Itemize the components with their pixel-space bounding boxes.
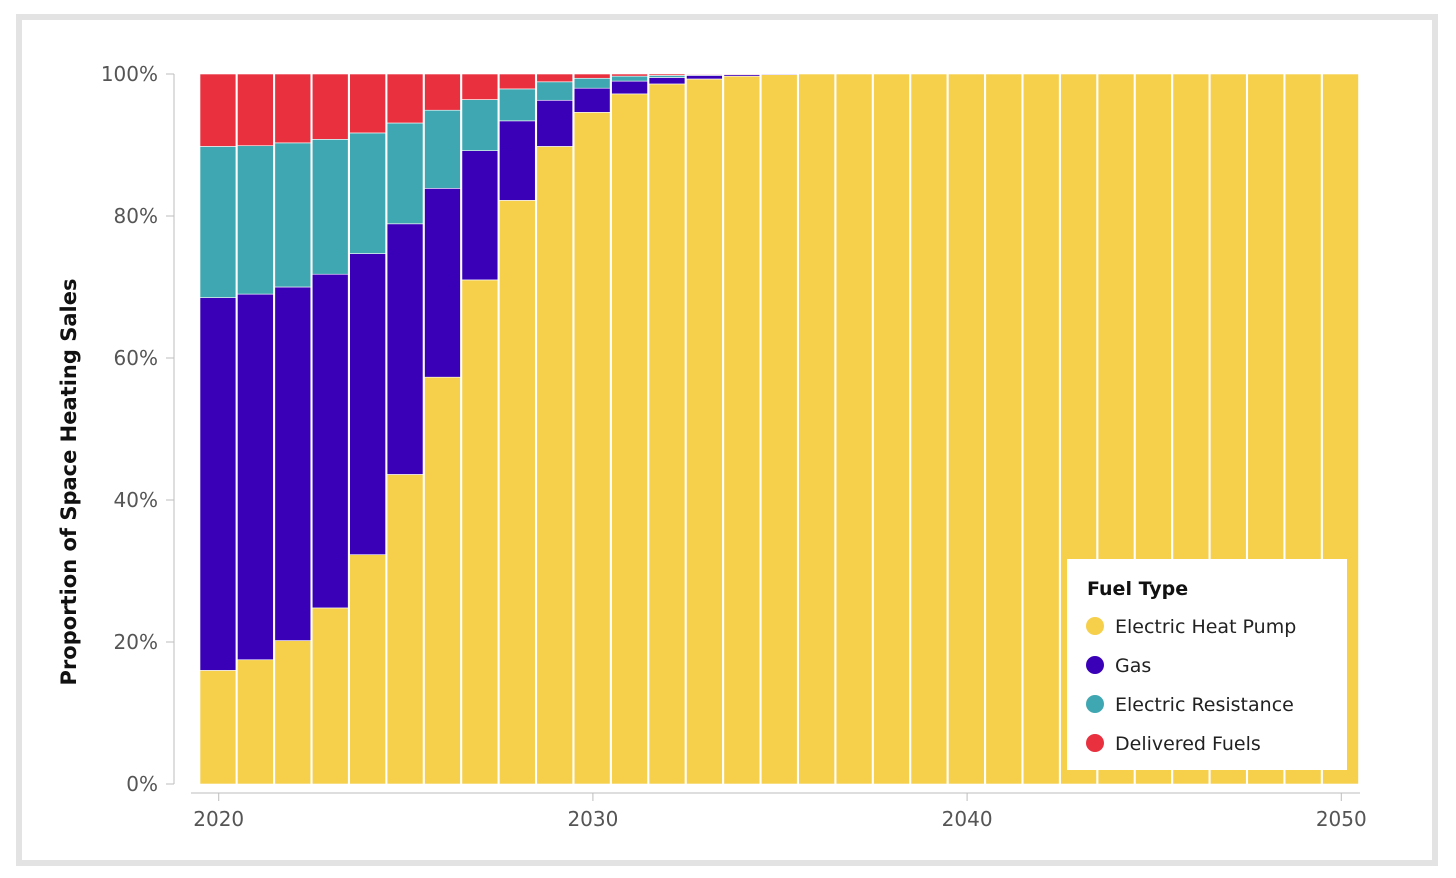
bar-segment-electric-heat-pump-2023 xyxy=(311,607,349,785)
x-tick-label: 2030 xyxy=(567,807,618,831)
bar-segment-electric-resistance-2027 xyxy=(461,99,499,151)
bar-segment-electric-resistance-2029 xyxy=(536,81,573,101)
bar-segment-electric-heat-pump-2033 xyxy=(686,78,723,785)
bar-segment-gas-2024 xyxy=(349,253,386,555)
x-tick-label: 2040 xyxy=(942,807,993,831)
bar-segment-electric-resistance-2022 xyxy=(274,142,312,288)
bar-segment-delivered-fuels-2028 xyxy=(499,73,536,90)
y-axis-ticks: 0% 20% 40% 60% 80% 100% xyxy=(101,62,174,796)
bar-segment-electric-heat-pump-2030 xyxy=(573,112,611,785)
y-tick-label: 0% xyxy=(126,772,158,796)
bar-segment-delivered-fuels-2029 xyxy=(536,73,573,83)
bar-segment-gas-2025 xyxy=(386,223,424,475)
x-tick-label: 2020 xyxy=(193,807,244,831)
x-tick-label: 2050 xyxy=(1316,807,1367,831)
bar-segment-delivered-fuels-2032 xyxy=(648,73,686,76)
bar-segment-delivered-fuels-2022 xyxy=(274,73,312,144)
y-tick-label: 40% xyxy=(114,488,158,512)
bar-segment-gas-2030 xyxy=(573,87,611,113)
bar-segment-delivered-fuels-2030 xyxy=(573,73,611,79)
legend-items: Electric Heat Pump Gas Electric Resistance… xyxy=(1086,616,1296,755)
bar-segment-gas-2022 xyxy=(274,286,312,641)
bar-segment-electric-heat-pump-2039 xyxy=(910,73,948,785)
bar-segment-electric-heat-pump-2036 xyxy=(798,73,835,785)
bar-segment-electric-heat-pump-2029 xyxy=(536,146,573,785)
bar-segment-electric-resistance-2032 xyxy=(648,75,686,78)
bar-segment-gas-2020 xyxy=(199,297,237,671)
y-tick-label: 20% xyxy=(114,630,158,654)
bar-segment-electric-heat-pump-2025 xyxy=(386,474,424,785)
legend-swatch-delivered-fuels xyxy=(1086,734,1104,752)
legend-label: Electric Heat Pump xyxy=(1115,616,1296,638)
bar-segment-electric-heat-pump-2027 xyxy=(461,279,499,785)
y-tick-label: 100% xyxy=(101,62,158,86)
bar-segment-electric-resistance-2026 xyxy=(424,109,461,189)
legend-swatch-gas xyxy=(1086,656,1104,674)
bar-segment-electric-resistance-2020 xyxy=(199,146,237,298)
bar-segment-delivered-fuels-2020 xyxy=(199,73,237,147)
legend-swatch-electric-resistance xyxy=(1086,695,1104,713)
y-tick-label: 60% xyxy=(114,346,158,370)
legend: Fuel Type Electric Heat PumpGasElectric … xyxy=(1067,559,1347,770)
bar-segment-electric-resistance-2031 xyxy=(611,75,648,82)
bar-segment-gas-2029 xyxy=(536,99,573,147)
legend-label: Delivered Fuels xyxy=(1115,733,1261,755)
bar-segment-delivered-fuels-2033 xyxy=(686,73,723,76)
legend-swatch-electric-heat-pump xyxy=(1086,617,1104,635)
legend-label: Electric Resistance xyxy=(1115,694,1294,716)
bars-layer xyxy=(199,73,1359,785)
bar-segment-delivered-fuels-2027 xyxy=(461,73,499,100)
bar-segment-electric-heat-pump-2024 xyxy=(349,554,386,785)
bar-segment-delivered-fuels-2024 xyxy=(349,73,386,134)
bar-segment-gas-2031 xyxy=(611,80,648,95)
bar-segment-electric-heat-pump-2021 xyxy=(237,659,274,785)
bar-segment-delivered-fuels-2031 xyxy=(611,73,648,77)
bar-segment-delivered-fuels-2025 xyxy=(386,73,424,124)
legend-label: Gas xyxy=(1115,655,1151,677)
bar-segment-gas-2028 xyxy=(499,120,536,201)
bar-segment-gas-2027 xyxy=(461,150,499,281)
x-axis-ticks: 2020 2030 2040 2050 xyxy=(193,793,1367,831)
bar-segment-electric-resistance-2024 xyxy=(349,132,386,254)
legend-box xyxy=(1067,559,1347,770)
bar-segment-electric-resistance-2025 xyxy=(386,122,424,225)
bar-segment-delivered-fuels-2021 xyxy=(237,73,274,147)
bar-segment-electric-resistance-2028 xyxy=(499,88,536,122)
bar-segment-electric-heat-pump-2026 xyxy=(424,376,461,785)
bar-segment-electric-resistance-2030 xyxy=(573,77,611,89)
bar-segment-electric-resistance-2021 xyxy=(237,145,274,295)
bar-segment-gas-2026 xyxy=(424,188,461,378)
bar-segment-electric-heat-pump-2038 xyxy=(873,73,910,785)
bar-segment-electric-heat-pump-2031 xyxy=(611,93,648,785)
bar-segment-electric-heat-pump-2041 xyxy=(985,73,1023,785)
bar-segment-delivered-fuels-2026 xyxy=(424,73,461,111)
bar-segment-electric-heat-pump-2032 xyxy=(648,83,686,785)
bar-segment-electric-heat-pump-2022 xyxy=(274,640,312,785)
bar-segment-gas-2032 xyxy=(648,77,686,85)
bar-segment-electric-heat-pump-2020 xyxy=(199,670,237,785)
legend-title: Fuel Type xyxy=(1087,578,1188,600)
bar-segment-electric-heat-pump-2028 xyxy=(499,200,536,785)
bar-segment-electric-heat-pump-2035 xyxy=(760,74,798,785)
bar-segment-electric-resistance-2023 xyxy=(311,139,349,275)
bar-segment-electric-heat-pump-2042 xyxy=(1022,73,1060,785)
bar-segment-gas-2021 xyxy=(237,293,274,661)
bar-segment-delivered-fuels-2034 xyxy=(723,73,761,76)
y-tick-label: 80% xyxy=(114,204,158,228)
bar-segment-gas-2033 xyxy=(686,75,723,80)
bar-segment-gas-2035 xyxy=(760,73,798,76)
bar-segment-electric-heat-pump-2034 xyxy=(723,75,761,785)
y-axis-label: Proportion of Space Heating Sales xyxy=(57,279,81,686)
bar-segment-gas-2023 xyxy=(311,273,349,609)
bar-segment-delivered-fuels-2023 xyxy=(311,73,349,140)
bar-segment-electric-heat-pump-2037 xyxy=(835,73,873,785)
bar-segment-electric-heat-pump-2040 xyxy=(948,73,985,785)
